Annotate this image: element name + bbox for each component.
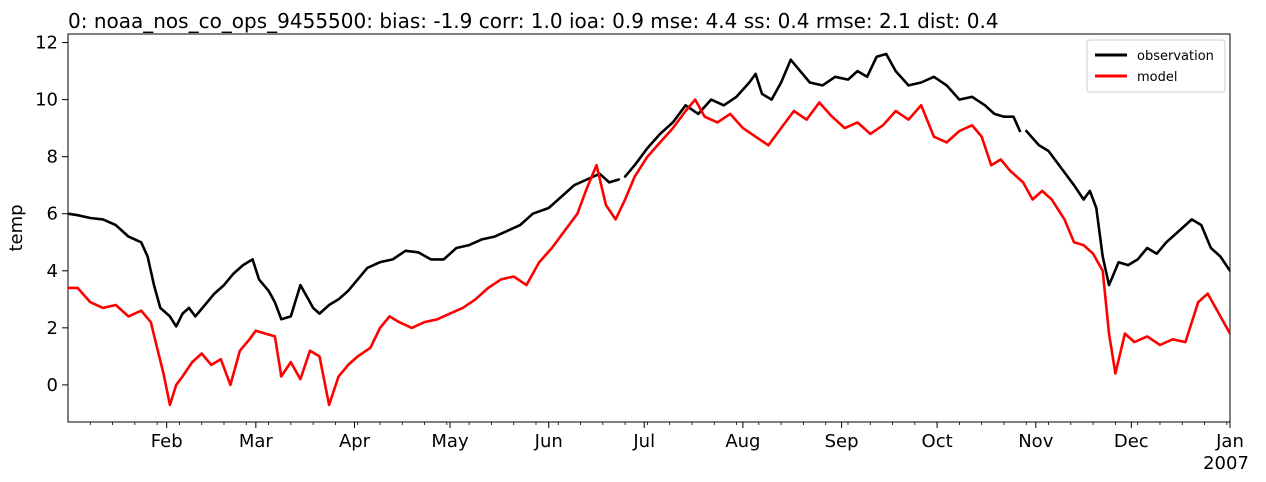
y-tick-label: 4 (47, 261, 58, 282)
x-tick-label: Oct (922, 431, 953, 452)
y-tick-label: 10 (35, 90, 58, 111)
x-tick-label: Jun (534, 431, 563, 452)
y-tick-label: 6 (47, 204, 58, 225)
y-tick-label: 8 (47, 147, 58, 168)
y-tick-label: 0 (47, 375, 58, 396)
series-layer (68, 52, 1230, 407)
x-tick-label: Feb (151, 431, 183, 452)
x-tick-label: Mar (239, 431, 274, 452)
x-tick-label: May (431, 431, 469, 452)
x-tick-label: Apr (339, 431, 371, 452)
legend-label-model: model (1137, 70, 1177, 85)
x-axis-minor-ticks (89, 422, 1228, 425)
x-tick-label: Sep (825, 431, 859, 452)
series-line-model (68, 98, 1230, 407)
x-tick-label: Jul (632, 431, 655, 452)
legend: observation model (1086, 39, 1226, 93)
x-tick-label: Aug (725, 431, 760, 452)
y-tick-label: 2 (47, 318, 58, 339)
plot-area (67, 33, 1231, 423)
y-axis: 0 2 4 6 8 10 12 (35, 33, 68, 396)
legend-label-observation: observation (1137, 49, 1214, 64)
x-tick-label: Jan (1215, 431, 1244, 452)
series-line-observation (68, 52, 1230, 328)
x-tick-sublabel: 2007 (1203, 453, 1249, 474)
y-tick-label: 12 (35, 33, 58, 54)
y-axis-label: temp (6, 204, 27, 251)
chart-title: 0: noaa_nos_co_ops_9455500: bias: -1.9 c… (68, 9, 999, 33)
x-tick-label: Nov (1018, 431, 1053, 452)
x-tick-label: Dec (1114, 431, 1149, 452)
legend-box (1086, 39, 1226, 93)
